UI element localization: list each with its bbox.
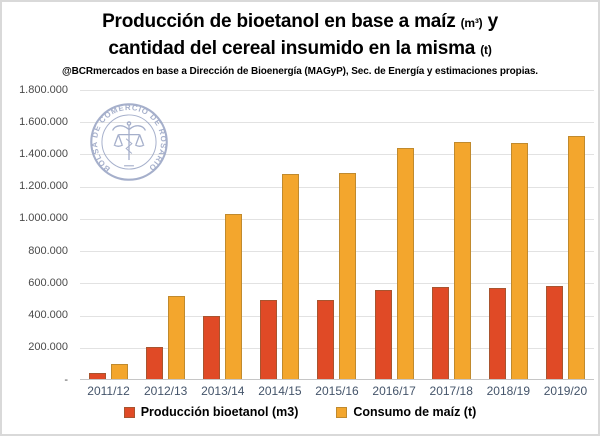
y-tick-label: 800.000 [28,244,68,257]
legend-swatch-consumo-maiz [336,406,348,418]
y-tick-label: 600.000 [28,276,68,289]
chart-title-line1: Producción de bioetanol en base a maíz (… [2,9,598,36]
y-tick-label: - [64,373,68,386]
x-tick-label-2012/13: 2012/13 [143,384,188,398]
bar-consumo-maiz-2014/15 [282,174,300,380]
bar-produccion-bioetanol-2017/18 [431,287,449,380]
gridline-400000 [80,315,594,317]
gridline-1200000 [80,186,594,188]
gridline-600000 [80,283,594,285]
gridline-1000000 [80,218,594,220]
y-tick-label: 1.600.000 [19,115,68,128]
x-tick-label-2014/15: 2014/15 [258,384,302,398]
x-axis-line [80,379,594,380]
bar-consumo-maiz-2012/13 [168,296,186,380]
bar-produccion-bioetanol-2014/15 [260,300,278,380]
y-tick-label: 200.000 [28,341,68,354]
bar-group-2016/17 [366,90,423,380]
bar-group-2014/15 [251,90,308,380]
gridline-1800000 [80,90,594,91]
caduceus-scales-icon [111,121,147,161]
y-axis: - 200.000 400.000 600.000 800.000 1.000.000 1.… [2,84,68,386]
title-line1-main: Producción de bioetanol en base a maíz [102,11,461,32]
x-axis: 2011/12 2012/13 2013/14 2014/15 2015/16 2016/… [80,384,594,398]
chart-title-line2: cantidad del cereal insumido en la misma… [2,36,598,63]
bar-group-2012/13 [137,90,194,380]
x-tick-label-2015/16: 2015/16 [315,384,359,398]
gridline-1400000 [80,154,594,156]
y-tick-label: 1.000.000 [19,212,68,225]
seal-outer-ring [90,103,168,181]
gridline-200000 [80,347,594,349]
plot-area: BOLSA DE COMERCIO DE ROSARIO [80,90,594,380]
y-tick-label: 1.200.000 [19,180,68,193]
x-tick-label-2016/17: 2016/17 [372,384,416,398]
legend-item-consumo-maiz: Consumo de maíz (t) [336,405,476,419]
bar-produccion-bioetanol-2019/20 [545,286,563,380]
bar-consumo-maiz-2018/19 [510,143,528,380]
bar-group-2015/16 [308,90,365,380]
title-line2-main: cantidad del cereal insumido en la misma [108,38,481,59]
x-tick-label-2017/18: 2017/18 [429,384,473,398]
bar-produccion-bioetanol-2011/12 [89,373,107,380]
bar-group-2019/20 [537,90,594,380]
y-tick-label: 400.000 [28,309,68,322]
bar-consumo-maiz-2016/17 [396,148,414,380]
bar-produccion-bioetanol-2018/19 [488,288,506,380]
legend: Producción bioetanol (m3) Consumo de maíz… [2,405,598,419]
legend-swatch-produccion-bioetanol [123,406,135,418]
bar-consumo-maiz-2011/12 [111,364,129,380]
bar-produccion-bioetanol-2015/16 [317,300,335,380]
bar-group-2017/18 [423,90,480,380]
chart-subtitle: @BCRmercados en base a Dirección de Bioe… [62,66,538,77]
bar-group-2013/14 [194,90,251,380]
bar-consumo-maiz-2017/18 [453,142,471,380]
x-tick-label-2011/12: 2011/12 [87,384,130,398]
bcr-watermark-seal: BOLSA DE COMERCIO DE ROSARIO [90,103,168,181]
title-line2-unit: (t) [480,43,492,57]
bar-consumo-maiz-2013/14 [225,214,243,380]
bar-group-2011/12 [80,90,137,380]
x-tick-label-2018/19: 2018/19 [486,384,531,398]
bar-consumo-maiz-2015/16 [339,173,357,380]
title-line1-unit: (m³) [460,16,483,30]
legend-item-produccion-bioetanol: Producción bioetanol (m3) [123,405,299,419]
chart-title-block: Producción de bioetanol en base a maíz (… [2,9,598,77]
seal-inner-ring [101,114,157,170]
bars-layer [80,90,594,380]
y-tick-label: 1.400.000 [19,147,68,160]
bar-produccion-bioetanol-2013/14 [203,316,221,380]
bar-produccion-bioetanol-2012/13 [146,347,164,380]
x-tick-label-2013/14: 2013/14 [201,384,245,398]
gridline-1600000 [80,122,594,124]
y-tick-label: 1.800.000 [19,83,68,96]
gridline-800000 [80,251,594,253]
bar-group-2018/19 [480,90,537,380]
bar-produccion-bioetanol-2016/17 [374,290,392,380]
x-tick-label-2019/20: 2019/20 [543,384,588,398]
title-line1-tail: y [482,11,499,32]
legend-label-consumo-maiz: Consumo de maíz (t) [353,405,477,419]
legend-label-produccion-bioetanol: Producción bioetanol (m3) [140,405,299,419]
bar-consumo-maiz-2019/20 [567,136,585,380]
